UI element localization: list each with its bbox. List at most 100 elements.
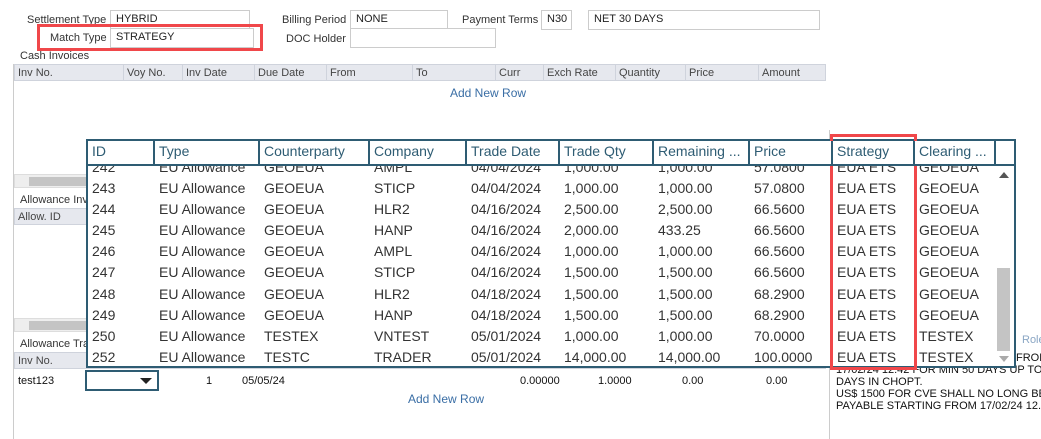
col-curr[interactable]: Curr: [495, 65, 520, 80]
cell-trade-qty: 1,000.00: [564, 180, 619, 197]
dd-col-trade-date[interactable]: Trade Date: [467, 141, 560, 166]
dd-col-trade-qty[interactable]: Trade Qty: [560, 141, 654, 166]
dropdown-row[interactable]: 247 EU Allowance GEOEUA STICP 04/16/2024 1,50…: [88, 262, 994, 283]
cash-invoices-title: Cash Invoices: [20, 50, 90, 62]
dd-col-type[interactable]: Type: [155, 141, 260, 166]
cell-type: EU Allowance: [159, 348, 246, 365]
cell-counterparty: GEOEUA: [264, 243, 324, 260]
cell-clearing: GEOEUA: [919, 180, 979, 197]
col-due-date[interactable]: Due Date: [254, 65, 304, 80]
cell-id: 244: [92, 201, 116, 218]
strategy-column-highlight: [830, 134, 917, 370]
cell-clearing: TESTEX: [919, 327, 974, 344]
cell-clearing: GEOEUA: [919, 201, 979, 218]
cell-type: EU Allowance: [159, 327, 246, 344]
cell-counterparty: GEOEUA: [264, 180, 324, 197]
cell-trade-qty: 14,000.00: [564, 348, 627, 365]
dropdown-row[interactable]: 252 EU Allowance TESTC TRADER 05/01/2024 14,0…: [88, 347, 994, 366]
payment-terms-desc-field: NET 30 DAYS: [588, 10, 820, 30]
cell-id: 243: [92, 180, 116, 197]
dropdown-row[interactable]: 245 EU Allowance GEOEUA HANP 04/16/2024 2,000…: [88, 220, 994, 241]
cell-strategy: EUA ETS: [837, 243, 897, 260]
cell-remaining: 2,500.00: [658, 201, 713, 218]
trade-value-1: 0.00000: [520, 375, 560, 387]
cell-company: HLR2: [374, 285, 410, 302]
dd-col-counterparty[interactable]: Counterparty: [260, 141, 370, 166]
dropdown-row[interactable]: 248 EU Allowance GEOEUA HLR2 04/18/2024 1,500…: [88, 284, 994, 305]
cell-trade-qty: 1,000.00: [564, 327, 619, 344]
dropdown-row[interactable]: 249 EU Allowance GEOEUA HANP 04/18/2024 1,500…: [88, 305, 994, 326]
cash-hscrollbar[interactable]: [14, 174, 99, 188]
allowance-invoices-title: Allowance Inv: [20, 194, 88, 206]
cell-strategy: EUA ETS: [837, 306, 897, 323]
cell-trade-date: 04/16/2024: [471, 264, 542, 281]
cell-id: 250: [92, 327, 116, 344]
cell-type: EU Allowance: [159, 264, 246, 281]
trade-select-dropdown[interactable]: [85, 370, 159, 391]
payment-terms-code-field[interactable]: N30: [541, 10, 572, 30]
cell-id: 249: [92, 306, 116, 323]
cell-type: EU Allowance: [159, 222, 246, 239]
dd-col-clearing[interactable]: Clearing ...: [915, 141, 996, 166]
match-type-field[interactable]: STRATEGY: [110, 28, 254, 48]
dd-col-price[interactable]: Price: [750, 141, 833, 166]
scroll-down-icon[interactable]: [999, 356, 1009, 362]
dropdown-row[interactable]: 244 EU Allowance GEOEUA HLR2 04/16/2024 2,500…: [88, 199, 994, 220]
doc-holder-field[interactable]: [350, 28, 496, 48]
cell-counterparty: TESTC: [264, 348, 310, 365]
doc-holder-label: DOC Holder: [286, 33, 346, 45]
dropdown-row[interactable]: 246 EU Allowance GEOEUA AMPL 04/16/2024 1,000…: [88, 241, 994, 262]
match-type-highlight: [37, 24, 263, 51]
cell-strategy: EUA ETS: [837, 222, 897, 239]
col-trade-inv-no[interactable]: Inv No.: [18, 355, 53, 367]
col-voy-no[interactable]: Voy No.: [123, 65, 166, 80]
col-from[interactable]: From: [326, 65, 356, 80]
cell-trade-date: 04/18/2024: [471, 306, 542, 323]
col-amount[interactable]: Amount: [758, 65, 800, 80]
trades-add-new-row-link[interactable]: Add New Row: [408, 392, 485, 406]
col-inv-date[interactable]: Inv Date: [182, 65, 227, 80]
cell-type: EU Allowance: [159, 201, 246, 218]
cell-id: 248: [92, 285, 116, 302]
scroll-up-icon[interactable]: [999, 172, 1009, 178]
cell-trade-qty: 2,500.00: [564, 201, 619, 218]
dropdown-row[interactable]: 243 EU Allowance GEOEUA STICP 04/04/2024 1,00…: [88, 178, 994, 199]
cell-price: 68.2900: [754, 306, 805, 323]
allowance-trades-title: Allowance Tra: [20, 338, 90, 350]
cell-counterparty: GEOEUA: [264, 222, 324, 239]
dropdown-vscrollbar[interactable]: [994, 168, 1014, 366]
col-price[interactable]: Price: [685, 65, 714, 80]
cell-company: HANP: [374, 222, 413, 239]
dd-col-company[interactable]: Company: [370, 141, 467, 166]
scroll-thumb[interactable]: [997, 268, 1010, 351]
cell-strategy: EUA ETS: [837, 264, 897, 281]
cell-company: STICP: [374, 264, 416, 281]
cell-company: AMPL: [374, 243, 413, 260]
dd-col-remaining[interactable]: Remaining ...: [654, 141, 750, 166]
col-inv-no[interactable]: Inv No.: [18, 67, 53, 79]
trade-value-4: 0.00: [766, 375, 788, 387]
cell-counterparty: GEOEUA: [264, 264, 324, 281]
payment-terms-label: Payment Terms: [462, 14, 539, 26]
dd-col-id[interactable]: ID: [88, 141, 155, 166]
col-allow-id[interactable]: Allow. ID: [18, 211, 61, 223]
role-label: Role: [1022, 334, 1041, 346]
match-type-label: Match Type: [50, 32, 107, 44]
dropdown-row[interactable]: 250 EU Allowance TESTEX VNTEST 05/01/2024 1,0…: [88, 326, 994, 347]
col-exch-rate[interactable]: Exch Rate: [543, 65, 598, 80]
cell-trade-qty: 2,000.00: [564, 222, 619, 239]
cell-remaining: 1,500.00: [658, 285, 713, 302]
cell-remaining: 1,500.00: [658, 264, 713, 281]
dd-col-strategy[interactable]: Strategy: [833, 141, 915, 166]
cash-add-new-row-link[interactable]: Add New Row: [450, 86, 527, 100]
col-to[interactable]: To: [412, 65, 428, 80]
col-quantity[interactable]: Quantity: [615, 65, 660, 80]
cell-trade-qty: 1,500.00: [564, 264, 619, 281]
billing-period-field[interactable]: NONE: [350, 10, 448, 30]
cell-counterparty: TESTEX: [264, 327, 319, 344]
cell-trade-date: 04/18/2024: [471, 285, 542, 302]
allowance-hscrollbar[interactable]: [14, 318, 99, 332]
cell-strategy: EUA ETS: [837, 348, 897, 365]
left-panel-border: [13, 64, 14, 439]
cell-type: EU Allowance: [159, 285, 246, 302]
